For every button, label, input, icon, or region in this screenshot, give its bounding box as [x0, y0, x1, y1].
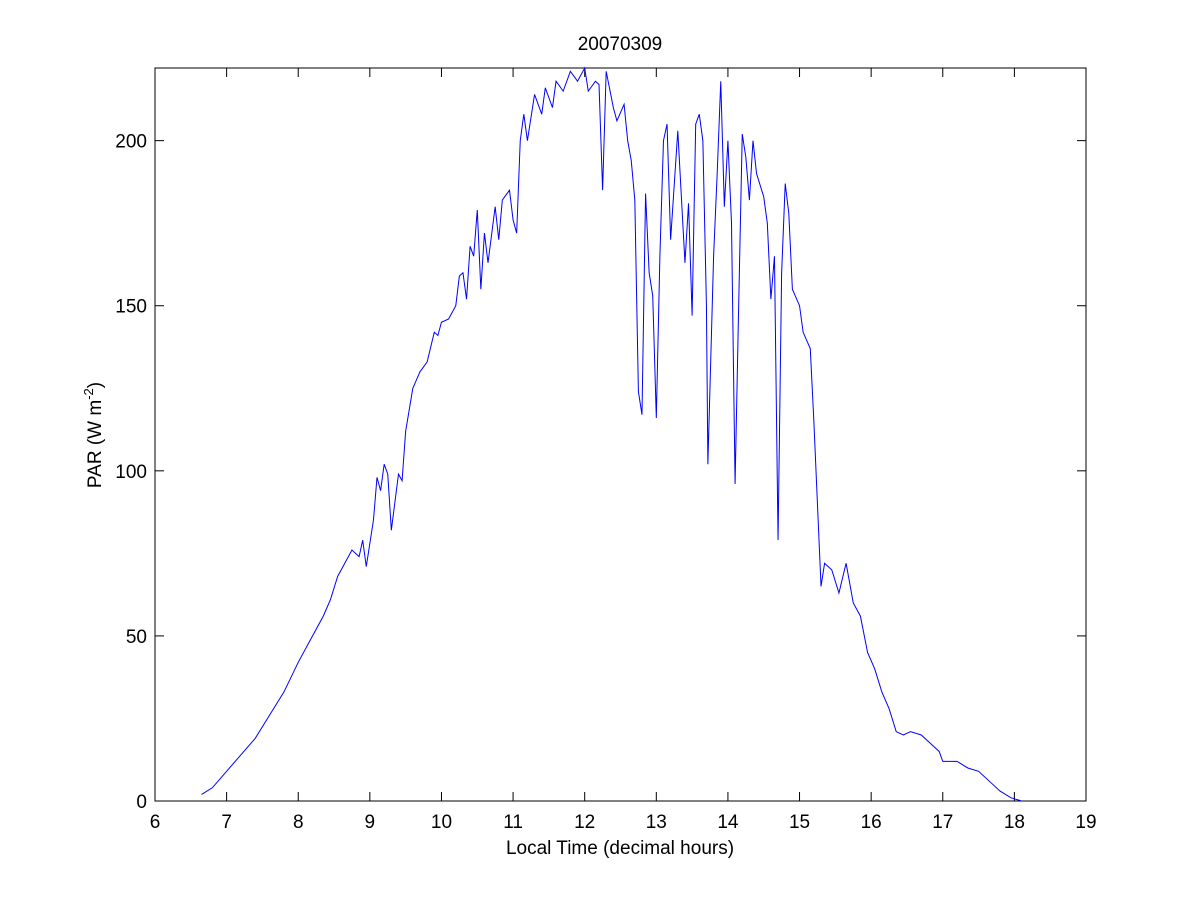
y-label-suffix: ): [85, 382, 106, 388]
y-axis-label: PAR (W m-2): [81, 382, 106, 488]
y-tick-label: 100: [115, 462, 147, 483]
y-tick-label: 50: [126, 627, 147, 648]
data-line: [201, 66, 1022, 802]
plot-box: [154, 67, 1087, 802]
x-tick-label: 16: [861, 812, 882, 833]
y-tick-label: 0: [136, 792, 147, 813]
x-tick-label: 12: [574, 812, 595, 833]
x-tick-label: 13: [646, 812, 667, 833]
y-tick-label: 200: [115, 132, 147, 153]
x-tick-label: 19: [1075, 812, 1096, 833]
x-tick-label: 7: [221, 812, 232, 833]
x-tick-label: 14: [717, 812, 739, 833]
x-tick-label: 8: [293, 812, 304, 833]
x-tick-label: 11: [503, 812, 523, 833]
x-tick-label: 10: [431, 812, 452, 833]
x-tick-label: 6: [150, 812, 161, 833]
x-tick-label: 9: [365, 812, 376, 833]
x-tick-label: 15: [789, 812, 810, 833]
y-tick-label: 150: [115, 297, 147, 318]
chart-title: 20070309: [578, 34, 663, 55]
x-tick-label: 17: [932, 812, 953, 833]
x-axis-label: Local Time (decimal hours): [506, 838, 734, 859]
x-tick-label: 18: [1004, 812, 1025, 833]
y-label-text: PAR (W m: [85, 400, 106, 488]
y-label-superscript: -2: [81, 388, 96, 400]
